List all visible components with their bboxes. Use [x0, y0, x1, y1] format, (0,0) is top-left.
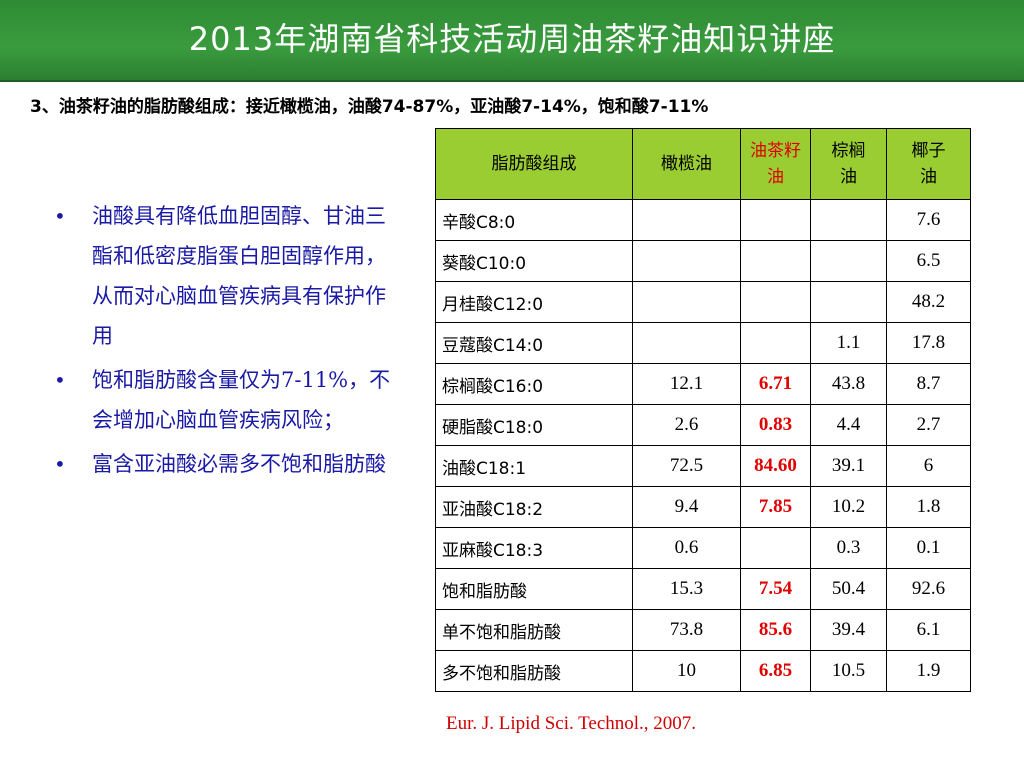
table-cell: 6.5 — [886, 240, 971, 282]
fatty-acid-name: 饱和脂肪酸 — [435, 568, 633, 610]
table-cell: 9.4 — [632, 486, 741, 528]
header-coconut-oil-label: 椰子油 — [911, 141, 946, 187]
table-cell: 2.6 — [632, 404, 741, 446]
table-cell — [740, 199, 811, 241]
table-cell: 17.8 — [886, 322, 971, 364]
fatty-acid-name: 亚油酸C18:2 — [435, 486, 633, 528]
table-cell: 10 — [632, 650, 741, 692]
header-olive-oil: 橄榄油 — [632, 128, 741, 200]
table-cell: 1.9 — [886, 650, 971, 692]
table-cell — [740, 240, 811, 282]
fatty-acid-name: 辛酸C8:0 — [435, 199, 633, 241]
table-cell — [632, 240, 741, 282]
title-banner: 2013年湖南省科技活动周油茶籽油知识讲座 — [0, 0, 1024, 82]
table-cell — [740, 281, 811, 323]
table-cell: 7.54 — [740, 568, 811, 610]
table-cell: 4.4 — [810, 404, 887, 446]
bullet-item-saturated: 饱和脂肪酸含量仅为7-11%，不会增加心脑血管疾病风险； — [54, 360, 394, 440]
fatty-acid-name: 油酸C18:1 — [435, 445, 633, 487]
table-cell — [632, 281, 741, 323]
table-cell — [740, 527, 811, 569]
table-cell — [632, 199, 741, 241]
table-cell: 48.2 — [886, 281, 971, 323]
fatty-acid-name: 多不饱和脂肪酸 — [435, 650, 633, 692]
table-cell: 85.6 — [740, 609, 811, 651]
table-cell: 92.6 — [886, 568, 971, 610]
table-row: 亚油酸C18:2 9.4 7.85 10.2 1.8 — [435, 486, 971, 528]
header-composition: 脂肪酸组成 — [435, 128, 633, 200]
table-row: 辛酸C8:0 7.6 — [435, 199, 971, 241]
table-row: 多不饱和脂肪酸 10 6.85 10.5 1.9 — [435, 650, 971, 692]
header-camellia-oil: 油茶籽油 — [740, 128, 811, 200]
table-cell: 6.85 — [740, 650, 811, 692]
fatty-acid-name: 单不饱和脂肪酸 — [435, 609, 633, 651]
fatty-acid-name: 亚麻酸C18:3 — [435, 527, 633, 569]
table-cell: 0.3 — [810, 527, 887, 569]
header-palm-oil: 棕榈油 — [810, 128, 887, 200]
citation: Eur. J. Lipid Sci. Technol., 2007. — [446, 713, 697, 734]
table-cell: 0.83 — [740, 404, 811, 446]
table-cell — [810, 240, 887, 282]
table-cell: 1.8 — [886, 486, 971, 528]
slide-subtitle: 3、油茶籽油的脂肪酸组成：接近橄榄油，油酸74-87%，亚油酸7-14%，饱和酸… — [30, 97, 709, 117]
fatty-acid-name: 月桂酸C12:0 — [435, 281, 633, 323]
table-cell: 12.1 — [632, 363, 741, 405]
bullet-item-oleic: 油酸具有降低血胆固醇、甘油三酯和低密度脂蛋白胆固醇作用，从而对心脑血管疾病具有保… — [54, 196, 394, 356]
header-coconut-oil: 椰子油 — [886, 128, 971, 200]
header-camellia-oil-label: 油茶籽油 — [750, 141, 801, 187]
table-cell: 6.1 — [886, 609, 971, 651]
table-cell: 7.6 — [886, 199, 971, 241]
header-palm-oil-label: 棕榈油 — [831, 141, 866, 187]
table-cell: 6 — [886, 445, 971, 487]
table-cell: 50.4 — [810, 568, 887, 610]
table-cell: 6.71 — [740, 363, 811, 405]
table-header-row: 脂肪酸组成 橄榄油 油茶籽油 棕榈油 椰子油 — [435, 128, 971, 200]
table-cell — [632, 322, 741, 364]
table-cell: 7.85 — [740, 486, 811, 528]
table-cell: 39.1 — [810, 445, 887, 487]
page-title: 2013年湖南省科技活动周油茶籽油知识讲座 — [188, 20, 836, 58]
fatty-acid-name: 葵酸C10:0 — [435, 240, 633, 282]
table-cell — [810, 281, 887, 323]
table-cell — [810, 199, 887, 241]
table-cell: 1.1 — [810, 322, 887, 364]
table-row: 棕榈酸C16:0 12.1 6.71 43.8 8.7 — [435, 363, 971, 405]
table-cell: 0.6 — [632, 527, 741, 569]
bullet-item-linoleic: 富含亚油酸必需多不饱和脂肪酸 — [54, 444, 394, 484]
fatty-acid-name: 硬脂酸C18:0 — [435, 404, 633, 446]
table-cell: 10.5 — [810, 650, 887, 692]
fatty-acid-name: 棕榈酸C16:0 — [435, 363, 633, 405]
table-cell: 43.8 — [810, 363, 887, 405]
bullet-list: 油酸具有降低血胆固醇、甘油三酯和低密度脂蛋白胆固醇作用，从而对心脑血管疾病具有保… — [54, 196, 394, 488]
fatty-acid-name: 豆蔻酸C14:0 — [435, 322, 633, 364]
table-row: 单不饱和脂肪酸 73.8 85.6 39.4 6.1 — [435, 609, 971, 651]
table-row: 饱和脂肪酸 15.3 7.54 50.4 92.6 — [435, 568, 971, 610]
table-cell: 8.7 — [886, 363, 971, 405]
table-row: 豆蔻酸C14:0 1.1 17.8 — [435, 322, 971, 364]
table-row: 葵酸C10:0 6.5 — [435, 240, 971, 282]
table-cell: 10.2 — [810, 486, 887, 528]
table-cell — [740, 322, 811, 364]
table-cell: 39.4 — [810, 609, 887, 651]
table-row: 月桂酸C12:0 48.2 — [435, 281, 971, 323]
table-cell: 2.7 — [886, 404, 971, 446]
table-cell: 73.8 — [632, 609, 741, 651]
table-cell: 72.5 — [632, 445, 741, 487]
table-row: 硬脂酸C18:0 2.6 0.83 4.4 2.7 — [435, 404, 971, 446]
table-cell: 15.3 — [632, 568, 741, 610]
table-row: 亚麻酸C18:3 0.6 0.3 0.1 — [435, 527, 971, 569]
table-row: 油酸C18:1 72.5 84.60 39.1 6 — [435, 445, 971, 487]
table-cell: 0.1 — [886, 527, 971, 569]
fatty-acid-table: 脂肪酸组成 橄榄油 油茶籽油 棕榈油 椰子油 辛酸C8:0 7.6 葵酸C10:0 6… — [435, 128, 971, 692]
table-cell: 84.60 — [740, 445, 811, 487]
